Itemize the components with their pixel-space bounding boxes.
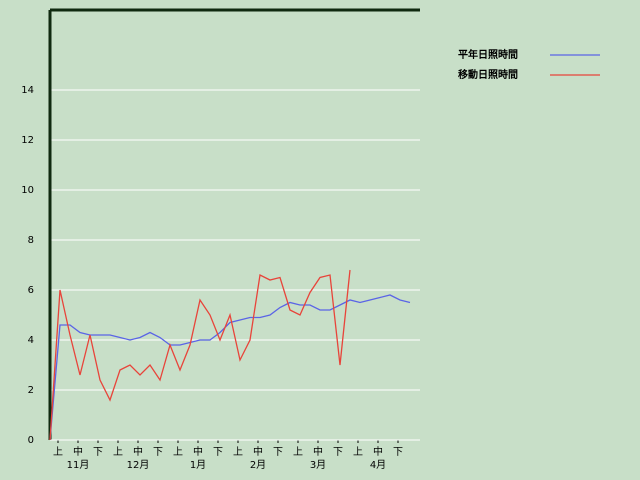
x-tick-label: 中 [253,445,263,458]
x-tick-label: 下 [213,447,223,458]
x-tick-label: 中 [193,445,203,458]
y-tick-label: 14 [21,85,34,96]
x-tick-label: 下 [93,447,103,458]
month-label: 4月 [370,459,386,471]
x-tick-label: 中 [313,445,323,458]
y-tick-label: 12 [21,135,34,146]
y-tick-label: 4 [28,335,34,346]
series-line [49,294,411,441]
month-label: 3月 [310,459,326,471]
x-tick-label: 下 [273,447,283,458]
month-label: 1月 [190,459,206,471]
x-tick-label: 上 [173,446,183,458]
x-tick-label: 中 [73,445,83,458]
y-tick-label: 8 [28,235,34,246]
y-tick-label: 2 [28,385,34,396]
month-label: 11月 [67,459,90,471]
x-tick-label: 上 [113,446,123,458]
series-line [49,269,351,441]
x-tick-label: 中 [133,445,143,458]
y-tick-label: 0 [28,435,34,446]
x-tick-label: 上 [53,446,63,458]
x-tick-label: 下 [393,447,403,458]
x-tick-label: 下 [333,447,343,458]
y-tick-label: 6 [28,285,34,296]
legend-label: 平年日照時間 [458,48,518,61]
legend-label: 移動日照時間 [458,68,518,81]
y-tick-label: 10 [21,185,34,196]
month-label: 12月 [127,459,150,471]
month-label: 2月 [250,459,266,471]
x-tick-label: 上 [233,446,243,458]
x-tick-label: 下 [153,447,163,458]
x-tick-label: 中 [373,445,383,458]
x-tick-label: 上 [353,446,363,458]
x-tick-label: 上 [293,446,303,458]
